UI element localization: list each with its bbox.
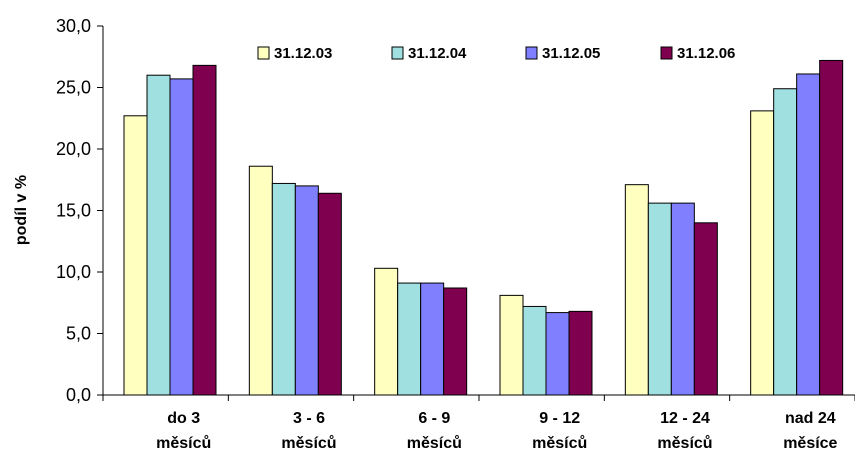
bar-31.12.05-3 xyxy=(545,312,570,396)
category-label: 3 - 6 xyxy=(293,410,325,427)
bar-31.12.04-0 xyxy=(146,74,171,396)
bar-31.12.05-5 xyxy=(796,73,821,396)
bar-31.12.06-5 xyxy=(819,59,844,396)
bar-31.12.05-1 xyxy=(294,185,319,396)
bar-31.12.05-4 xyxy=(670,202,695,396)
y-tick-label: 0,0 xyxy=(66,385,91,405)
category-label: měsíce xyxy=(783,435,837,452)
legend-label: 31.12.05 xyxy=(542,45,600,62)
category-label: měsíců xyxy=(532,435,587,452)
legend-swatch xyxy=(525,46,538,60)
category-labels: do 3 měsíců 3 - 6 měsíců 6 - 9 měsíců 9 - 12 mě… xyxy=(156,410,837,452)
category-label: měsíců xyxy=(156,435,211,452)
y-tick-label: 30,0 xyxy=(56,16,91,36)
y-tick-label: 20,0 xyxy=(56,139,91,159)
category-label: 6 - 9 xyxy=(418,410,450,427)
bar-31.12.05-0 xyxy=(169,78,194,396)
legend-item-31.12.03: 31.12.03 xyxy=(257,45,332,62)
bar-31.12.03-4 xyxy=(624,184,649,396)
y-axis-title: podíl v % xyxy=(13,175,30,245)
bar-31.12.03-1 xyxy=(248,165,273,396)
legend-label: 31.12.04 xyxy=(408,45,467,62)
bar-31.12.04-5 xyxy=(773,88,798,396)
legend-swatch xyxy=(660,46,673,60)
category-label: měsíců xyxy=(281,435,336,452)
legend-swatch xyxy=(257,46,270,60)
category-label: 12 - 24 xyxy=(660,410,710,427)
y-tick-label: 5,0 xyxy=(66,324,91,344)
legend-item-31.12.04: 31.12.04 xyxy=(391,45,467,62)
bar-31.12.06-1 xyxy=(317,192,342,396)
bar-31.12.06-4 xyxy=(693,222,718,396)
category-label: do 3 xyxy=(167,410,200,427)
legend-item-31.12.06: 31.12.06 xyxy=(660,45,735,62)
bar-31.12.03-2 xyxy=(374,267,399,396)
bar-31.12.04-1 xyxy=(271,182,296,396)
x-axis-ticks xyxy=(102,395,855,401)
bar-31.12.03-0 xyxy=(123,115,148,396)
bar-31.12.04-4 xyxy=(647,202,672,396)
bar-31.12.03-5 xyxy=(750,110,775,396)
bar-31.12.06-2 xyxy=(443,287,468,396)
category-label: měsíců xyxy=(657,435,712,452)
y-tick-label: 25,0 xyxy=(56,78,91,98)
bar-31.12.05-2 xyxy=(420,282,445,396)
bar-31.12.06-3 xyxy=(568,310,593,396)
category-label: nad 24 xyxy=(785,410,836,427)
legend: 31.12.03 31.12.04 31.12.05 31.12.06 xyxy=(257,45,735,62)
bar-31.12.03-3 xyxy=(499,294,524,396)
y-axis-ticks: 0,0 5,0 10,0 15,0 20,0 25,0 30,0 xyxy=(56,16,103,405)
legend-item-31.12.05: 31.12.05 xyxy=(525,45,600,62)
legend-label: 31.12.03 xyxy=(274,45,332,62)
bar-31.12.06-0 xyxy=(192,64,217,396)
bar-31.12.04-2 xyxy=(397,282,422,396)
bar-31.12.04-3 xyxy=(522,305,547,396)
bars xyxy=(123,59,844,396)
y-tick-label: 15,0 xyxy=(56,201,91,221)
category-label: měsíců xyxy=(407,435,462,452)
legend-label: 31.12.06 xyxy=(677,45,735,62)
category-label: 9 - 12 xyxy=(539,410,580,427)
legend-swatch xyxy=(391,46,404,60)
y-tick-label: 10,0 xyxy=(56,262,91,282)
